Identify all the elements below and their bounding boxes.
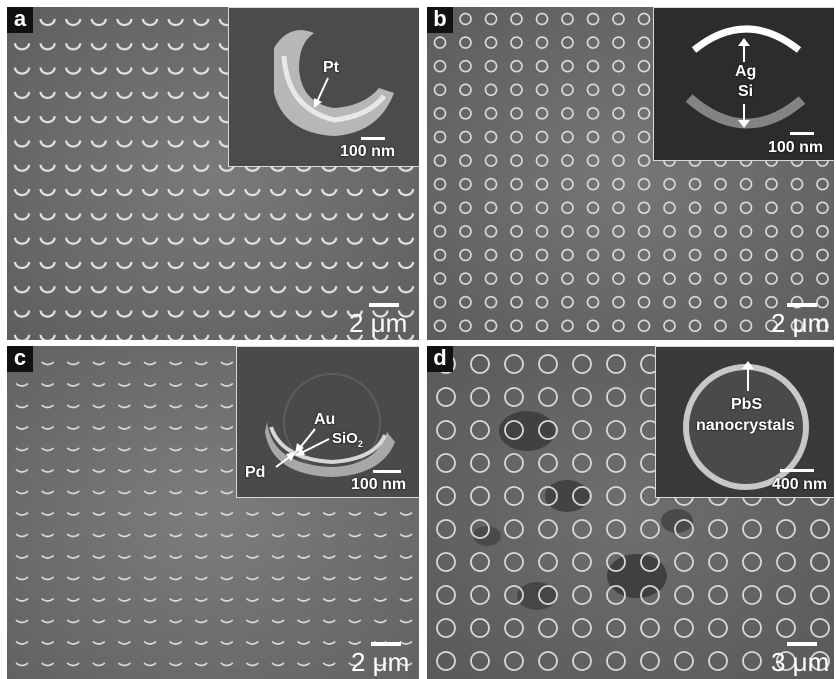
inset-label-nanocrystals: nanocrystals <box>696 417 795 434</box>
inset-scale-bar-b <box>790 132 814 135</box>
arrow-icon <box>275 452 296 468</box>
inset-scale-bar-a <box>361 137 385 140</box>
inset-d: PbS nanocrystals 400 nm <box>655 346 834 498</box>
inset-label-pbs: PbS <box>731 396 763 413</box>
inset-label-ag: Ag <box>735 63 757 80</box>
scale-bar-b <box>787 303 817 307</box>
panel-letter-a: a <box>7 7 33 33</box>
scale-label-b: 2 μm <box>771 308 830 338</box>
panel-letter-d: d <box>427 346 453 372</box>
arrow-icon <box>738 104 750 128</box>
inset-label-pt: Pt <box>323 59 339 76</box>
panel-a: a Pt 100 nm 2 μm <box>7 7 419 340</box>
panel-letter-c: c <box>7 346 33 372</box>
inset-scale-label-d: 400 nm <box>772 476 828 493</box>
panel-letter-b: b <box>427 7 453 33</box>
scale-label-c: 2 μm <box>351 647 410 677</box>
inset-label-au: Au <box>314 411 336 428</box>
inset-label-si: Si <box>738 83 754 100</box>
arrow-icon <box>295 428 330 456</box>
scale-bar-c <box>371 642 401 646</box>
inset-scale-label-a: 100 nm <box>340 143 396 160</box>
inset-scale-bar-d <box>780 469 814 472</box>
scale-bar-a <box>369 303 399 307</box>
inset-scale-label-b: 100 nm <box>768 139 824 156</box>
inset-image-d <box>656 347 834 497</box>
panel-d: d PbS nanocrystals 400 nm 3 μm <box>427 346 834 679</box>
scale-label-d: 3 μm <box>771 647 830 677</box>
inset-b: Ag Si 100 nm <box>653 7 834 161</box>
scale-bar-d <box>787 642 817 646</box>
inset-a: Pt 100 nm <box>228 7 419 167</box>
panel-b: b Ag Si 100 nm 2 μm <box>427 7 834 340</box>
inset-scale-bar-c <box>373 470 401 473</box>
panel-c: c Au SiO2 Pd 100 nm 2 μm <box>7 346 419 679</box>
arrow-icon <box>742 361 754 391</box>
scale-label-a: 2 μm <box>349 308 408 338</box>
inset-label-pd: Pd <box>245 464 266 481</box>
inset-label-sio2: SiO2 <box>332 430 363 449</box>
inset-c: Au SiO2 Pd 100 nm <box>236 346 419 498</box>
inset-scale-label-c: 100 nm <box>351 476 407 493</box>
arrow-icon <box>738 38 750 62</box>
inset-image-a <box>229 8 419 166</box>
arrow-icon <box>314 77 329 108</box>
